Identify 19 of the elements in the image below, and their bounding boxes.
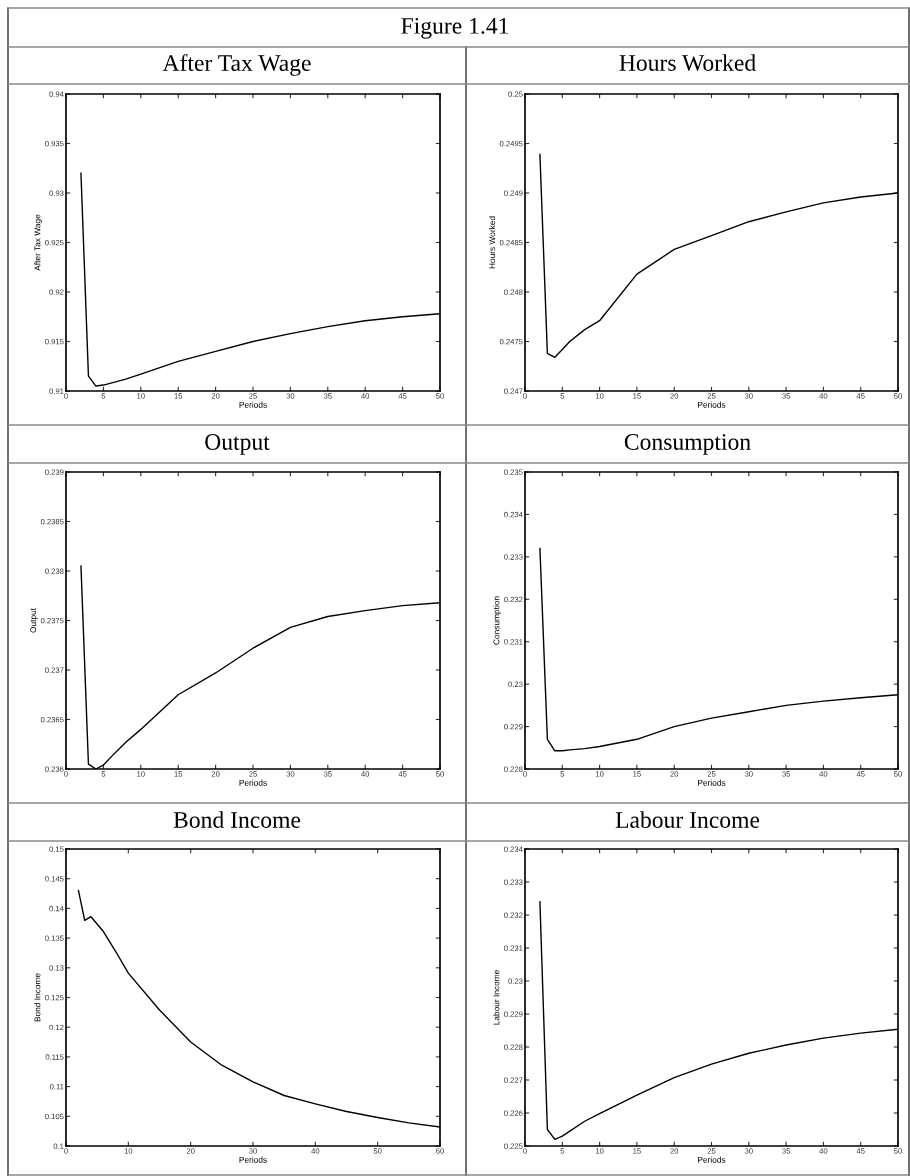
x-axis-title: Periods — [239, 1156, 267, 1163]
y-axis-title: Output — [30, 608, 38, 633]
y-axis-title: Labour Income — [493, 970, 500, 1025]
chart-title: After Tax Wage — [162, 54, 311, 76]
x-axis-title: Periods — [239, 401, 267, 408]
caption: Figure 1.41 — [401, 17, 509, 39]
chart-title: Consumption — [624, 434, 751, 455]
y-axis-title: After Tax Wage — [34, 214, 43, 271]
x-axis-title: Periods — [698, 401, 726, 408]
y-axis-title: Hours Worked — [489, 216, 496, 269]
y-axis-title: Bond Income — [34, 973, 41, 1022]
chart-title: Output — [205, 434, 270, 455]
x-axis-title: Periods — [698, 779, 726, 786]
chart-title: Hours Worked — [619, 54, 756, 72]
x-axis-title: Periods — [239, 779, 267, 786]
x-axis-title: Periods — [698, 1156, 726, 1163]
chart-title: Labour Income — [615, 811, 760, 828]
y-axis-title: Consumption — [493, 596, 502, 645]
chart-title: Bond Income — [173, 811, 301, 828]
